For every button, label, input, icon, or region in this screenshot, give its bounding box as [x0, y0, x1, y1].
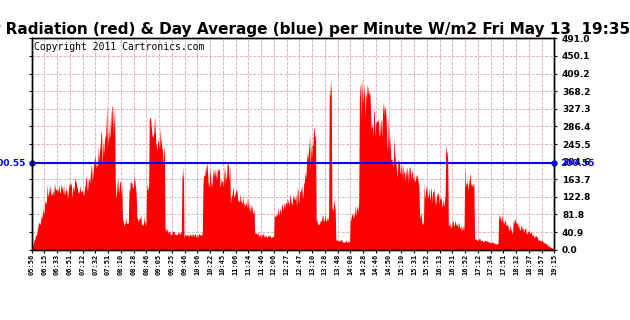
- Title: Solar Radiation (red) & Day Average (blue) per Minute W/m2 Fri May 13  19:35: Solar Radiation (red) & Day Average (blu…: [0, 22, 630, 37]
- Text: 200.55: 200.55: [560, 159, 594, 168]
- Text: Copyright 2011 Cartronics.com: Copyright 2011 Cartronics.com: [34, 42, 205, 52]
- Text: 200.55: 200.55: [0, 159, 26, 168]
